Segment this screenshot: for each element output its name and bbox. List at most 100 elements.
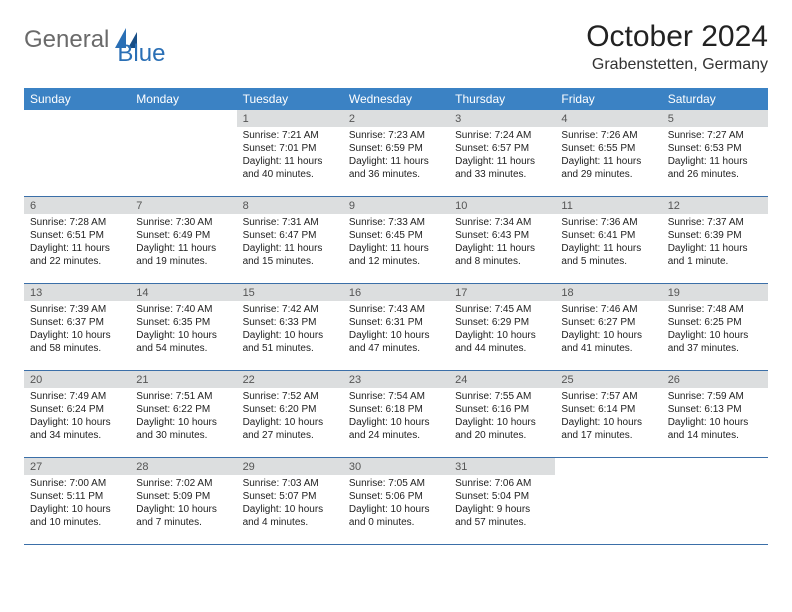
- day-number: 21: [130, 371, 236, 388]
- daylight-text: Daylight: 10 hours and 41 minutes.: [561, 329, 655, 355]
- daylight-text: Daylight: 11 hours and 36 minutes.: [349, 155, 443, 181]
- day-number: 8: [237, 197, 343, 214]
- day-cell: 28Sunrise: 7:02 AMSunset: 5:09 PMDayligh…: [130, 458, 236, 544]
- daylight-text: Daylight: 10 hours and 7 minutes.: [136, 503, 230, 529]
- sunrise-text: Sunrise: 7:51 AM: [136, 390, 230, 403]
- daylight-text: Daylight: 11 hours and 1 minute.: [668, 242, 762, 268]
- sunset-text: Sunset: 6:18 PM: [349, 403, 443, 416]
- sunrise-text: Sunrise: 7:37 AM: [668, 216, 762, 229]
- day-cell: 29Sunrise: 7:03 AMSunset: 5:07 PMDayligh…: [237, 458, 343, 544]
- sunrise-text: Sunrise: 7:23 AM: [349, 129, 443, 142]
- week-row: 20Sunrise: 7:49 AMSunset: 6:24 PMDayligh…: [24, 371, 768, 458]
- day-number: 15: [237, 284, 343, 301]
- day-body: Sunrise: 7:31 AMSunset: 6:47 PMDaylight:…: [237, 214, 343, 272]
- day-number: 29: [237, 458, 343, 475]
- daylight-text: Daylight: 11 hours and 5 minutes.: [561, 242, 655, 268]
- sunrise-text: Sunrise: 7:39 AM: [30, 303, 124, 316]
- daylight-text: Daylight: 11 hours and 22 minutes.: [30, 242, 124, 268]
- day-number: 13: [24, 284, 130, 301]
- day-number: 18: [555, 284, 661, 301]
- daylight-text: Daylight: 10 hours and 47 minutes.: [349, 329, 443, 355]
- day-body: Sunrise: 7:21 AMSunset: 7:01 PMDaylight:…: [237, 127, 343, 185]
- sunset-text: Sunset: 6:49 PM: [136, 229, 230, 242]
- sunset-text: Sunset: 5:09 PM: [136, 490, 230, 503]
- daylight-text: Daylight: 10 hours and 0 minutes.: [349, 503, 443, 529]
- daylight-text: Daylight: 10 hours and 51 minutes.: [243, 329, 337, 355]
- day-number: 7: [130, 197, 236, 214]
- day-cell: [24, 110, 130, 196]
- day-cell: 16Sunrise: 7:43 AMSunset: 6:31 PMDayligh…: [343, 284, 449, 370]
- day-number: 17: [449, 284, 555, 301]
- daylight-text: Daylight: 10 hours and 44 minutes.: [455, 329, 549, 355]
- day-number: 3: [449, 110, 555, 127]
- day-cell: 24Sunrise: 7:55 AMSunset: 6:16 PMDayligh…: [449, 371, 555, 457]
- day-body: Sunrise: 7:39 AMSunset: 6:37 PMDaylight:…: [24, 301, 130, 359]
- day-cell: 19Sunrise: 7:48 AMSunset: 6:25 PMDayligh…: [662, 284, 768, 370]
- week-row: 27Sunrise: 7:00 AMSunset: 5:11 PMDayligh…: [24, 458, 768, 545]
- day-number: 5: [662, 110, 768, 127]
- daylight-text: Daylight: 11 hours and 33 minutes.: [455, 155, 549, 181]
- day-header-row: Sunday Monday Tuesday Wednesday Thursday…: [24, 88, 768, 110]
- daylight-text: Daylight: 11 hours and 12 minutes.: [349, 242, 443, 268]
- daylight-text: Daylight: 10 hours and 34 minutes.: [30, 416, 124, 442]
- day-body: Sunrise: 7:26 AMSunset: 6:55 PMDaylight:…: [555, 127, 661, 185]
- sunset-text: Sunset: 6:24 PM: [30, 403, 124, 416]
- sunrise-text: Sunrise: 7:45 AM: [455, 303, 549, 316]
- day-cell: 13Sunrise: 7:39 AMSunset: 6:37 PMDayligh…: [24, 284, 130, 370]
- sunset-text: Sunset: 5:06 PM: [349, 490, 443, 503]
- day-cell: 15Sunrise: 7:42 AMSunset: 6:33 PMDayligh…: [237, 284, 343, 370]
- day-number: 23: [343, 371, 449, 388]
- daylight-text: Daylight: 10 hours and 20 minutes.: [455, 416, 549, 442]
- sunset-text: Sunset: 6:37 PM: [30, 316, 124, 329]
- day-body: Sunrise: 7:30 AMSunset: 6:49 PMDaylight:…: [130, 214, 236, 272]
- day-body: Sunrise: 7:42 AMSunset: 6:33 PMDaylight:…: [237, 301, 343, 359]
- logo-text-blue: Blue: [117, 40, 165, 68]
- day-body: Sunrise: 7:27 AMSunset: 6:53 PMDaylight:…: [662, 127, 768, 185]
- day-number: 26: [662, 371, 768, 388]
- daylight-text: Daylight: 9 hours and 57 minutes.: [455, 503, 549, 529]
- day-number: 28: [130, 458, 236, 475]
- day-number: 1: [237, 110, 343, 127]
- daylight-text: Daylight: 11 hours and 19 minutes.: [136, 242, 230, 268]
- day-body: Sunrise: 7:00 AMSunset: 5:11 PMDaylight:…: [24, 475, 130, 533]
- daylight-text: Daylight: 10 hours and 37 minutes.: [668, 329, 762, 355]
- daylight-text: Daylight: 10 hours and 24 minutes.: [349, 416, 443, 442]
- daylight-text: Daylight: 11 hours and 26 minutes.: [668, 155, 762, 181]
- sunrise-text: Sunrise: 7:28 AM: [30, 216, 124, 229]
- day-body: Sunrise: 7:49 AMSunset: 6:24 PMDaylight:…: [24, 388, 130, 446]
- sunset-text: Sunset: 6:13 PM: [668, 403, 762, 416]
- sunset-text: Sunset: 5:11 PM: [30, 490, 124, 503]
- sunrise-text: Sunrise: 7:55 AM: [455, 390, 549, 403]
- sunset-text: Sunset: 6:20 PM: [243, 403, 337, 416]
- location: Grabenstetten, Germany: [586, 56, 768, 74]
- sunset-text: Sunset: 7:01 PM: [243, 142, 337, 155]
- sunset-text: Sunset: 6:35 PM: [136, 316, 230, 329]
- sunrise-text: Sunrise: 7:27 AM: [668, 129, 762, 142]
- sunset-text: Sunset: 5:07 PM: [243, 490, 337, 503]
- day-cell: [555, 458, 661, 544]
- page: General Blue October 2024 Grabenstetten,…: [0, 0, 792, 565]
- day-body: Sunrise: 7:51 AMSunset: 6:22 PMDaylight:…: [130, 388, 236, 446]
- sunset-text: Sunset: 6:27 PM: [561, 316, 655, 329]
- week-row: 1Sunrise: 7:21 AMSunset: 7:01 PMDaylight…: [24, 110, 768, 197]
- day-cell: 10Sunrise: 7:34 AMSunset: 6:43 PMDayligh…: [449, 197, 555, 283]
- day-body: Sunrise: 7:28 AMSunset: 6:51 PMDaylight:…: [24, 214, 130, 272]
- sunrise-text: Sunrise: 7:05 AM: [349, 477, 443, 490]
- sunset-text: Sunset: 6:55 PM: [561, 142, 655, 155]
- sunset-text: Sunset: 6:14 PM: [561, 403, 655, 416]
- sunrise-text: Sunrise: 7:59 AM: [668, 390, 762, 403]
- sunrise-text: Sunrise: 7:31 AM: [243, 216, 337, 229]
- day-cell: 17Sunrise: 7:45 AMSunset: 6:29 PMDayligh…: [449, 284, 555, 370]
- sunset-text: Sunset: 5:04 PM: [455, 490, 549, 503]
- day-cell: 18Sunrise: 7:46 AMSunset: 6:27 PMDayligh…: [555, 284, 661, 370]
- day-body: Sunrise: 7:57 AMSunset: 6:14 PMDaylight:…: [555, 388, 661, 446]
- day-cell: 3Sunrise: 7:24 AMSunset: 6:57 PMDaylight…: [449, 110, 555, 196]
- daylight-text: Daylight: 11 hours and 40 minutes.: [243, 155, 337, 181]
- daylight-text: Daylight: 10 hours and 58 minutes.: [30, 329, 124, 355]
- day-number: 14: [130, 284, 236, 301]
- day-header-monday: Monday: [130, 88, 236, 110]
- day-body: Sunrise: 7:55 AMSunset: 6:16 PMDaylight:…: [449, 388, 555, 446]
- sunrise-text: Sunrise: 7:21 AM: [243, 129, 337, 142]
- sunset-text: Sunset: 6:59 PM: [349, 142, 443, 155]
- daylight-text: Daylight: 10 hours and 14 minutes.: [668, 416, 762, 442]
